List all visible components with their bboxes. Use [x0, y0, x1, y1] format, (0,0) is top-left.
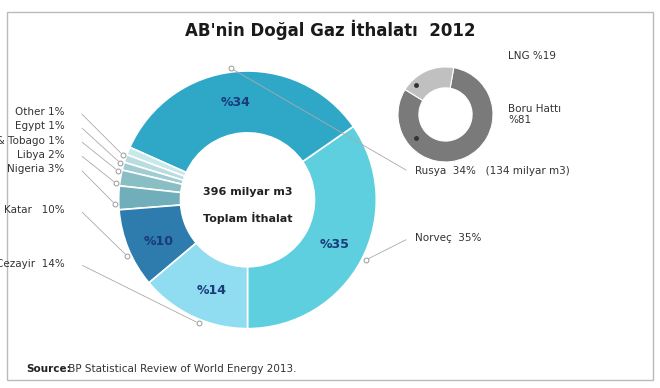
- Text: BP Statistical Review of World Energy 2013.: BP Statistical Review of World Energy 20…: [65, 364, 296, 374]
- Text: %81: %81: [508, 115, 531, 125]
- Text: Trinidad & Tobago 1%: Trinidad & Tobago 1%: [0, 135, 65, 146]
- Text: %35: %35: [320, 238, 350, 251]
- Text: 396 milyar m3: 396 milyar m3: [203, 187, 292, 197]
- Wedge shape: [398, 68, 493, 162]
- Text: Rusya  34%   (134 milyar m3): Rusya 34% (134 milyar m3): [415, 166, 570, 177]
- Text: LNG %19: LNG %19: [508, 51, 556, 61]
- Text: Libya 2%: Libya 2%: [17, 150, 65, 160]
- Wedge shape: [124, 155, 185, 180]
- Wedge shape: [119, 186, 181, 210]
- Text: Norveç  35%: Norveç 35%: [415, 234, 481, 243]
- Wedge shape: [119, 170, 182, 192]
- Text: Other 1%: Other 1%: [15, 107, 65, 117]
- Text: Katar   10%: Katar 10%: [4, 205, 65, 215]
- Text: Boru Hattı: Boru Hattı: [508, 104, 561, 114]
- Text: Cezayir  14%: Cezayir 14%: [0, 259, 65, 269]
- Wedge shape: [119, 205, 196, 283]
- Text: %10: %10: [144, 235, 174, 248]
- Wedge shape: [130, 71, 353, 173]
- Text: Toplam İthalat: Toplam İthalat: [203, 212, 292, 224]
- Wedge shape: [248, 126, 376, 329]
- Text: %14: %14: [197, 284, 226, 297]
- Wedge shape: [122, 162, 183, 184]
- Text: Source:: Source:: [26, 364, 71, 374]
- Text: Nigeria 3%: Nigeria 3%: [7, 164, 65, 174]
- Text: AB'nin Doğal Gaz İthalatı  2012: AB'nin Doğal Gaz İthalatı 2012: [185, 19, 475, 40]
- Wedge shape: [149, 243, 248, 329]
- Text: %34: %34: [220, 96, 250, 109]
- Wedge shape: [405, 67, 454, 100]
- Wedge shape: [127, 147, 186, 177]
- Text: Egypt 1%: Egypt 1%: [15, 121, 65, 132]
